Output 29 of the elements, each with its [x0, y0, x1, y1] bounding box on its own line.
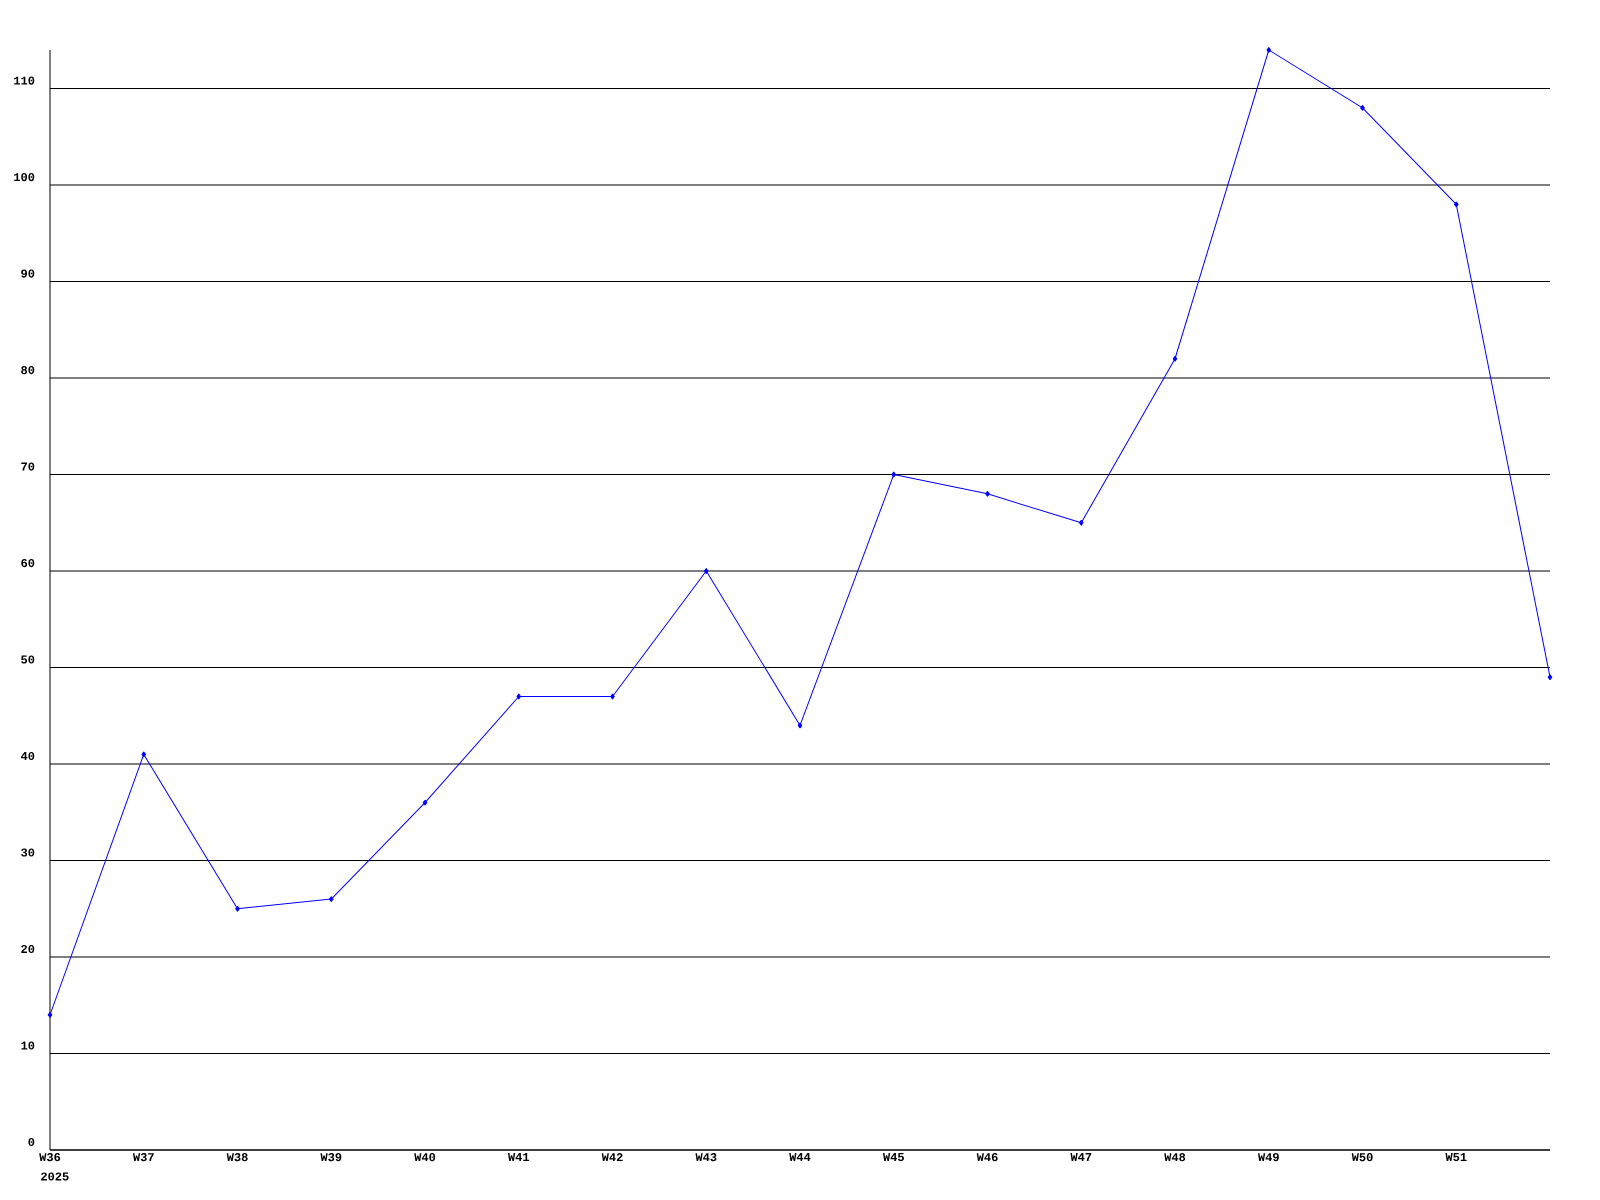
x-tick-label: W46 [976, 1153, 998, 1162]
x-tick-label: W42 [601, 1153, 623, 1162]
y-tick-label: 40 [20, 751, 35, 761]
x-tick-label: W40 [414, 1153, 436, 1162]
y-tick-label: 20 [21, 944, 35, 954]
y-tick-label: 0 [28, 1137, 35, 1147]
y-tick-label: 110 [14, 76, 35, 85]
x-tick-label: W48 [1164, 1153, 1186, 1162]
x-tick-label: W49 [1257, 1153, 1279, 1162]
y-tick-label: 50 [21, 655, 35, 664]
x-tick-label: W37 [132, 1153, 154, 1162]
y-tick-label: 10 [21, 1041, 35, 1050]
y-tick-label: 70 [21, 462, 35, 471]
text: 2025 [41, 1172, 69, 1181]
x-tick-label: W41 [507, 1153, 530, 1161]
x-tick-label: W50 [1351, 1153, 1373, 1162]
x-tick-label: W38 [226, 1153, 248, 1162]
y-tick-label: 30 [21, 848, 35, 857]
x-tick-label: W51 [1445, 1153, 1467, 1162]
y-tick-label: 100 [14, 173, 35, 182]
y-tick-label: 90 [21, 269, 35, 278]
y-tick-label: 80 [21, 365, 35, 375]
x-tick-label: W44 [789, 1153, 811, 1161]
x-tick-label: W43 [695, 1153, 717, 1162]
x-tick-label: W39 [320, 1153, 342, 1162]
x-tick-label: W36 [39, 1153, 61, 1162]
y-tick-label: 60 [21, 558, 35, 568]
x-tick-label: W47 [1070, 1153, 1092, 1161]
x-tick-label: W45 [882, 1153, 904, 1162]
